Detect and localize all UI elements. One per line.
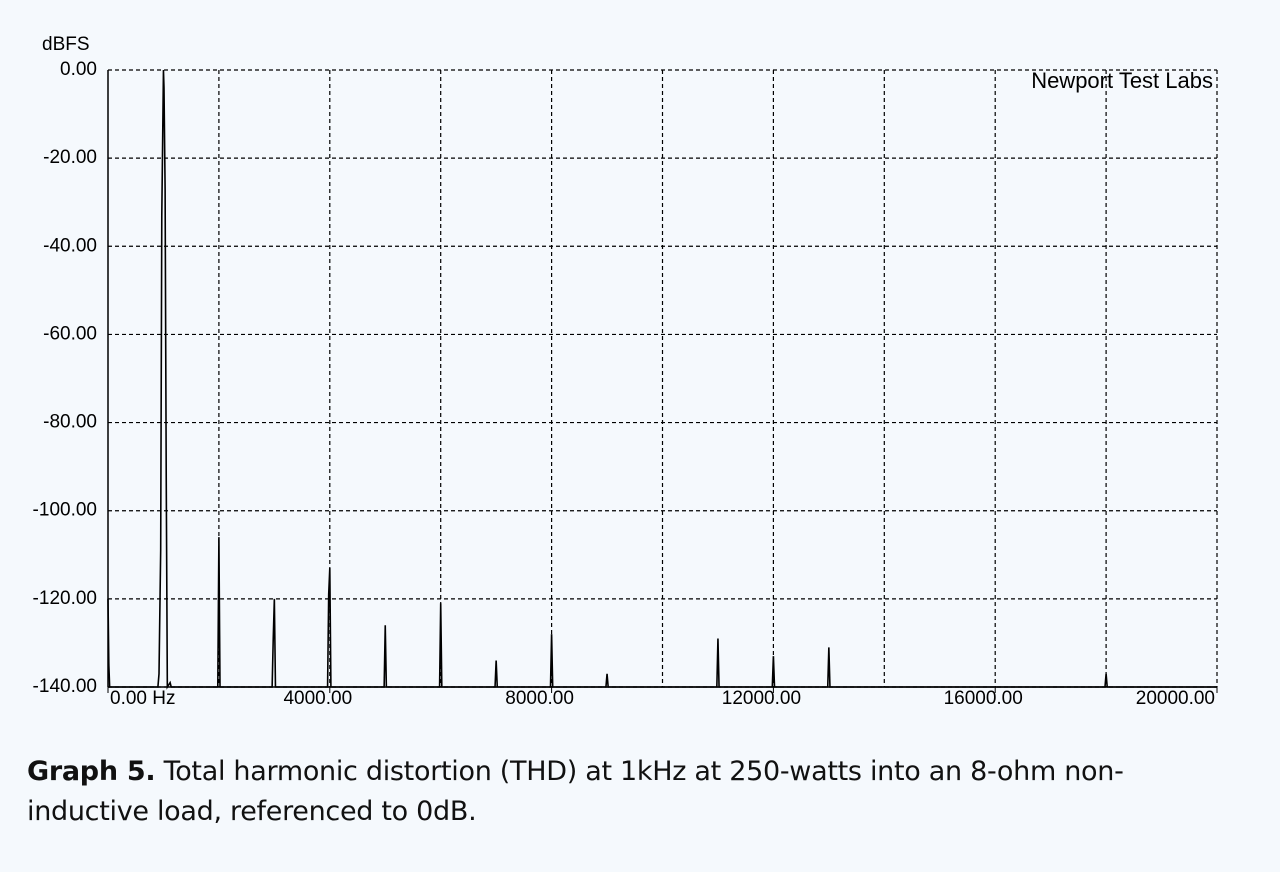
y-axis-label: dBFS bbox=[42, 34, 90, 55]
x-tick-label: 12000.00 bbox=[722, 688, 801, 709]
x-tick-label: 20000.00 bbox=[1136, 688, 1215, 709]
spectrum-line bbox=[107, 69, 1217, 690]
y-tick-label: -40.00 bbox=[43, 235, 97, 256]
y-tick-label: -80.00 bbox=[43, 412, 97, 433]
x-tick-label: 8000.00 bbox=[505, 688, 574, 709]
x-tick-label: 0.00 Hz bbox=[110, 688, 175, 709]
y-tick-label: -60.00 bbox=[43, 323, 97, 344]
x-tick-label: 4000.00 bbox=[283, 688, 352, 709]
caption-text: Total harmonic distortion (THD) at 1kHz … bbox=[27, 756, 1124, 827]
y-tick-label: -140.00 bbox=[33, 676, 97, 697]
chart: dBFS Newport Test Labs 0.00 -20.00 -40.00 -… bbox=[33, 34, 1218, 709]
caption: Graph 5. Total harmonic distortion (THD)… bbox=[27, 752, 1217, 832]
y-tick-label: -20.00 bbox=[43, 147, 97, 168]
y-tick-label: -120.00 bbox=[33, 588, 97, 609]
annotation: Newport Test Labs bbox=[1031, 68, 1213, 93]
y-tick-label: -100.00 bbox=[33, 500, 97, 521]
caption-label: Graph 5. bbox=[27, 756, 156, 787]
x-tick-label: 16000.00 bbox=[944, 688, 1023, 709]
y-tick-label: 0.00 bbox=[60, 59, 97, 80]
